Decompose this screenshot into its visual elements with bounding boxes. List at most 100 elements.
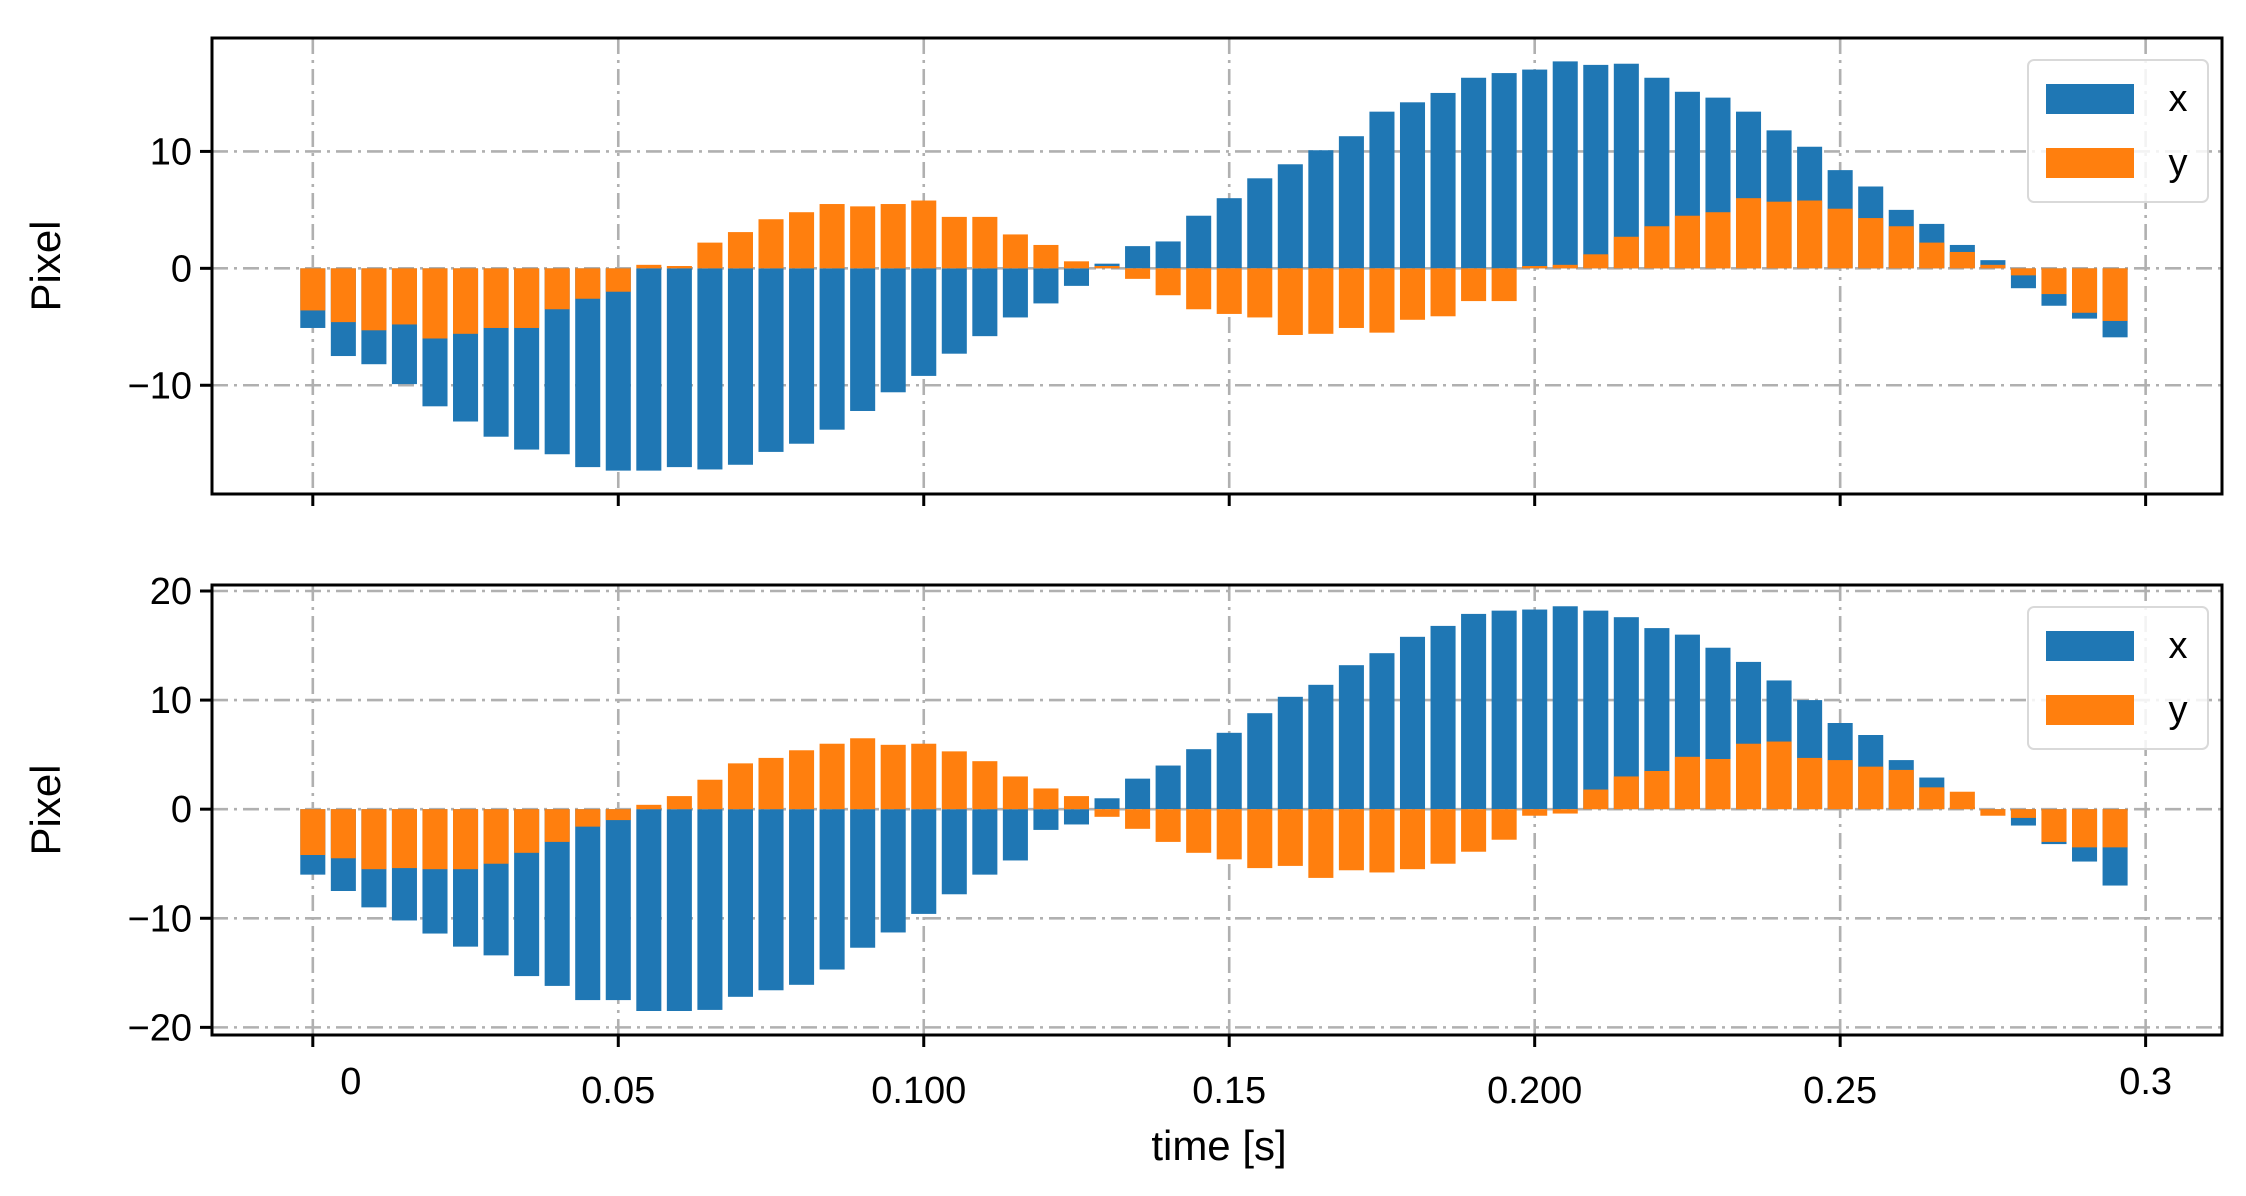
bar-y xyxy=(1583,789,1609,810)
bar-x xyxy=(1461,77,1487,269)
bar-x xyxy=(1430,625,1456,810)
bar-x xyxy=(1277,696,1303,810)
bar-x xyxy=(850,809,876,948)
bar-y xyxy=(1949,251,1975,269)
bar-y xyxy=(330,268,356,323)
bar-y xyxy=(1919,242,1945,269)
bar-x xyxy=(1399,636,1426,810)
bar-y xyxy=(1002,776,1028,810)
legend-label-x: x xyxy=(2169,78,2188,120)
bar-y xyxy=(1491,809,1517,840)
bar-y xyxy=(483,268,509,328)
bar-y xyxy=(2072,268,2098,313)
bar-y xyxy=(880,204,906,269)
bar-y xyxy=(1308,809,1334,878)
legend: xy xyxy=(2027,606,2209,750)
bar-y xyxy=(330,809,356,859)
bar-x xyxy=(727,268,753,465)
bar-x xyxy=(789,809,815,985)
y-tick-label: −20 xyxy=(128,1007,192,1049)
bar-y xyxy=(2010,809,2036,818)
bar-y xyxy=(880,744,906,810)
y-tick-label: 10 xyxy=(150,680,192,722)
bar-y xyxy=(1155,268,1181,296)
bar-y xyxy=(514,809,540,853)
bar-x xyxy=(1155,765,1181,810)
bar-x xyxy=(1491,610,1517,810)
bar-x xyxy=(1369,653,1395,810)
bar-y xyxy=(422,809,448,870)
bar-y xyxy=(453,809,479,870)
bar-x xyxy=(1369,111,1395,269)
bar-y xyxy=(1522,266,1548,269)
bar-y xyxy=(1980,809,2006,816)
bar-y xyxy=(2102,268,2128,321)
bar-y xyxy=(1430,268,1456,317)
bar-y xyxy=(2102,809,2128,848)
bar-y xyxy=(727,232,753,269)
bar-y xyxy=(1827,208,1853,269)
bar-y xyxy=(1552,809,1578,814)
bar-x xyxy=(1063,809,1090,825)
bar-y xyxy=(789,750,815,810)
bar-x xyxy=(972,809,998,875)
bar-x xyxy=(972,268,998,337)
y-axis-label: Pixel xyxy=(22,764,69,855)
bar-y xyxy=(1216,809,1242,860)
bar-x xyxy=(789,268,815,444)
bar-y xyxy=(1002,234,1028,269)
bar-x xyxy=(1125,246,1151,269)
x-tick-label: 0.25 xyxy=(1803,1070,1877,1112)
bar-x xyxy=(636,268,662,471)
top-panel: 10 0 −10 Pixel xy xyxy=(22,36,2224,506)
bar-x xyxy=(1399,102,1426,269)
bar-x xyxy=(1522,609,1548,810)
bar-x xyxy=(1461,613,1487,810)
bar-y xyxy=(1247,268,1273,318)
bar-y xyxy=(727,763,753,810)
bar-y xyxy=(1888,226,1914,269)
bar-y xyxy=(1644,226,1670,269)
bar-y xyxy=(1766,201,1792,269)
legend-swatch-y xyxy=(2046,695,2134,725)
bar-y xyxy=(1888,769,1914,810)
bar-x xyxy=(1552,606,1578,810)
bar-y xyxy=(391,809,417,869)
y-axis-label: Pixel xyxy=(22,220,69,311)
bar-y xyxy=(636,264,662,269)
bar-x xyxy=(666,809,692,1011)
bar-x xyxy=(941,809,967,895)
series-x xyxy=(300,61,2128,471)
bar-y xyxy=(1674,215,1700,269)
bar-x xyxy=(1308,684,1334,810)
y-tick-label: 0 xyxy=(171,789,192,831)
bar-y xyxy=(1858,766,1884,810)
bar-x xyxy=(605,809,631,1001)
bar-y xyxy=(1094,266,1120,269)
bar-y xyxy=(666,796,692,810)
bar-x xyxy=(1186,215,1212,269)
x-tick-label: 0 xyxy=(340,1061,361,1103)
bar-x xyxy=(1583,64,1609,269)
bar-y xyxy=(1430,809,1456,864)
axes-frame xyxy=(210,36,2224,496)
bar-y xyxy=(422,268,448,339)
bar-x xyxy=(697,268,723,470)
bar-y xyxy=(1949,791,1975,810)
bar-y xyxy=(605,268,631,292)
bar-y xyxy=(819,204,845,269)
bar-x xyxy=(1186,749,1212,810)
bar-x xyxy=(1063,268,1090,286)
bar-x xyxy=(1216,732,1242,810)
bar-y xyxy=(1125,268,1151,279)
x-tick-label: 0.200 xyxy=(1487,1070,1582,1112)
bar-y xyxy=(483,809,509,864)
bar-y xyxy=(1827,760,1853,810)
y-tick-label: 20 xyxy=(150,571,192,613)
bar-y xyxy=(1735,743,1762,810)
bar-y xyxy=(575,268,601,299)
bar-y xyxy=(1063,261,1090,269)
x-tick-label: 0.15 xyxy=(1192,1070,1266,1112)
bar-y xyxy=(2072,809,2098,848)
legend-swatch-x xyxy=(2046,84,2134,114)
